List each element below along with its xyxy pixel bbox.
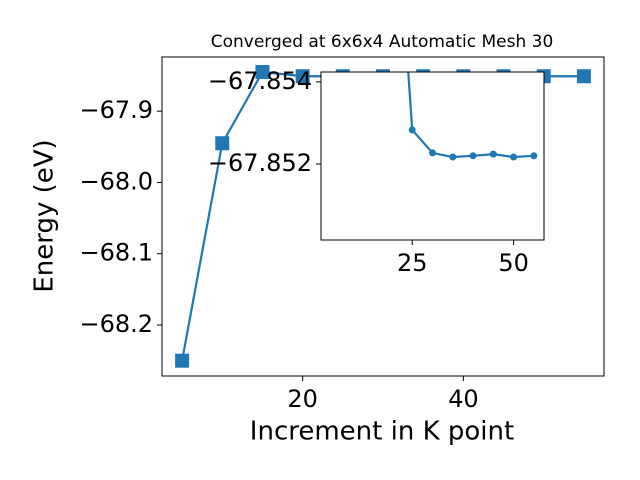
y-axis-label: Energy (eV) xyxy=(30,139,60,292)
y-tick-label: −67.852 xyxy=(208,149,312,177)
y-tick-label: −68.2 xyxy=(79,310,153,338)
marker xyxy=(408,126,416,134)
y-tick-label: −68.0 xyxy=(79,167,153,195)
marker xyxy=(215,136,230,151)
axes-frame xyxy=(320,71,545,241)
x-tick-label: 25 xyxy=(397,249,428,277)
y-tick-label: −67.9 xyxy=(79,96,153,124)
marker xyxy=(429,149,436,157)
marker xyxy=(295,69,310,84)
axes-frame xyxy=(161,56,605,377)
marker xyxy=(175,353,190,368)
y-tick-label: −67.854 xyxy=(208,67,312,95)
x-tick-label: 40 xyxy=(448,385,479,413)
marker xyxy=(510,153,518,161)
plot-area xyxy=(407,72,538,161)
x-tick-label: 20 xyxy=(287,385,318,413)
y-tick-label: −68.1 xyxy=(79,239,153,267)
x-tick-label: 50 xyxy=(498,249,529,277)
marker xyxy=(576,69,591,84)
marker xyxy=(489,150,497,158)
marker xyxy=(530,152,538,160)
marker xyxy=(469,152,477,160)
marker xyxy=(255,64,270,79)
x-axis-label: Increment in K point xyxy=(250,417,514,447)
chart-title: Converged at 6x6x4 Automatic Mesh 30 xyxy=(211,32,554,52)
marker xyxy=(449,153,457,161)
